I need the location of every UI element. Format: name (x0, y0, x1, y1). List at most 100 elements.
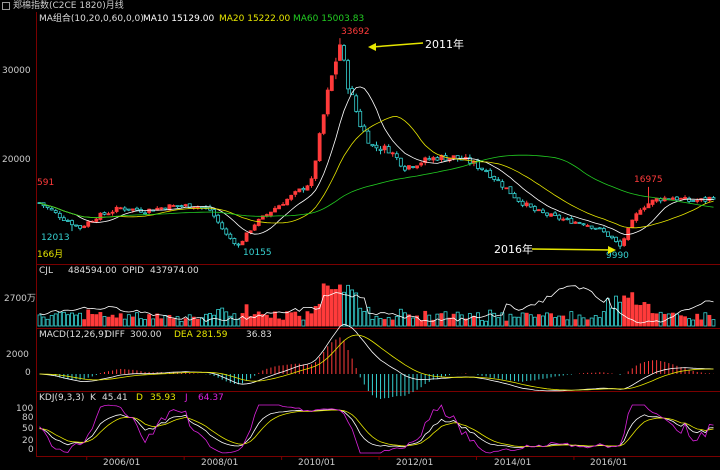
candle-body (325, 89, 330, 115)
candle-body (402, 166, 407, 171)
macd-y-tick-0: 0 (25, 368, 31, 378)
volume-bar (476, 312, 480, 327)
diff-label: DIFF (105, 330, 125, 340)
candle-body (386, 146, 391, 154)
volume-bar (139, 318, 143, 327)
ma20-legend: MA20 15222.00 (219, 14, 291, 24)
volume-bar (504, 320, 509, 327)
volume-bar (386, 317, 391, 327)
candle-body (642, 207, 647, 210)
volume-bar (411, 317, 415, 327)
volume-bar (593, 315, 598, 327)
candle-body (179, 205, 184, 208)
volume-bar (695, 313, 700, 327)
volume-bar (143, 319, 147, 327)
j-value: 64.37 (198, 393, 224, 403)
volume-bar (679, 315, 683, 327)
candle-body (610, 235, 614, 239)
candle-body (512, 193, 517, 199)
candle-body (476, 160, 480, 169)
macd-y-tick-2000: 2000 (6, 350, 29, 360)
price-label-low-2008: 10155 (243, 248, 272, 258)
candle-body (691, 200, 696, 202)
candle-body (342, 45, 346, 61)
volume-bar (126, 314, 131, 327)
candle-body (394, 153, 399, 158)
volume-bar (398, 308, 403, 327)
volume-bar (467, 313, 472, 327)
volume-bar (289, 312, 294, 327)
arrow-2016 (531, 248, 613, 251)
volume-bar (329, 289, 334, 327)
ma60-legend: MA60 15003.83 (293, 14, 365, 24)
volume-bar (423, 310, 428, 327)
candle-body (374, 144, 379, 149)
candle-body (504, 187, 509, 190)
candle-body (53, 210, 58, 213)
candle-body (488, 169, 493, 178)
candle-body (333, 61, 338, 75)
volume-bar (354, 292, 359, 327)
volume-bar (195, 318, 200, 327)
volume-bar (614, 295, 618, 327)
candle-body (277, 205, 281, 210)
kdj-y-tick-0: 0 (28, 445, 34, 455)
volume-bar (488, 309, 493, 327)
volume-bar (293, 311, 298, 327)
candle-body (346, 60, 350, 90)
volume-bar (325, 285, 330, 327)
x-tick-2012: 2012/01 (396, 458, 434, 468)
candle-body (419, 162, 424, 166)
x-tick-2008: 2008/01 (201, 458, 239, 468)
candle-body (98, 212, 103, 220)
candle-body (305, 185, 310, 191)
volume-bar (545, 312, 549, 327)
volume-bar (382, 319, 387, 327)
candle-body (252, 224, 257, 231)
volume-bar (492, 312, 497, 327)
candle-body (650, 199, 655, 205)
volume-bar (407, 314, 411, 327)
candle-body (224, 228, 229, 235)
volume-bar (86, 309, 91, 327)
candle-body (102, 212, 107, 215)
candle-body (135, 207, 139, 211)
volume-bar (589, 317, 594, 327)
candle-body (427, 158, 432, 161)
volume-bar (480, 319, 484, 327)
candle-body (159, 207, 164, 210)
ma10-line (39, 86, 714, 235)
ma-legend-group: MA组合(10,20,0,60,0,0) (39, 14, 144, 24)
candle-body (569, 218, 574, 224)
y-tick-20000: 20000 (2, 155, 31, 165)
candle-body (183, 204, 188, 207)
volume-bar (691, 319, 696, 327)
volume-bar (342, 291, 346, 327)
volume-bar (256, 311, 261, 327)
candle-body (122, 207, 127, 211)
candle-body (232, 238, 237, 245)
opid-value: 437974.00 (150, 266, 199, 276)
candle-body (675, 196, 679, 201)
volume-bar (191, 316, 196, 327)
d-value: 35.93 (150, 393, 176, 403)
volume-bar (53, 313, 58, 327)
volume-bar (435, 313, 440, 327)
candle-body (411, 166, 415, 168)
candle-body (187, 203, 192, 209)
candle-body (492, 176, 497, 180)
volume-bar (78, 312, 82, 327)
candle-body (634, 213, 639, 221)
volume-bar (512, 316, 517, 327)
volume-y-tick: 2700万 (4, 294, 36, 304)
volume-bar (228, 315, 233, 327)
k-value: 45.41 (102, 393, 128, 403)
volume-bar (638, 305, 643, 327)
volume-bar (220, 307, 225, 327)
candle-body (106, 213, 111, 216)
candle-body (415, 165, 419, 169)
candle-body (236, 243, 241, 246)
volume-bar (159, 318, 164, 327)
volume-bar (577, 314, 582, 327)
